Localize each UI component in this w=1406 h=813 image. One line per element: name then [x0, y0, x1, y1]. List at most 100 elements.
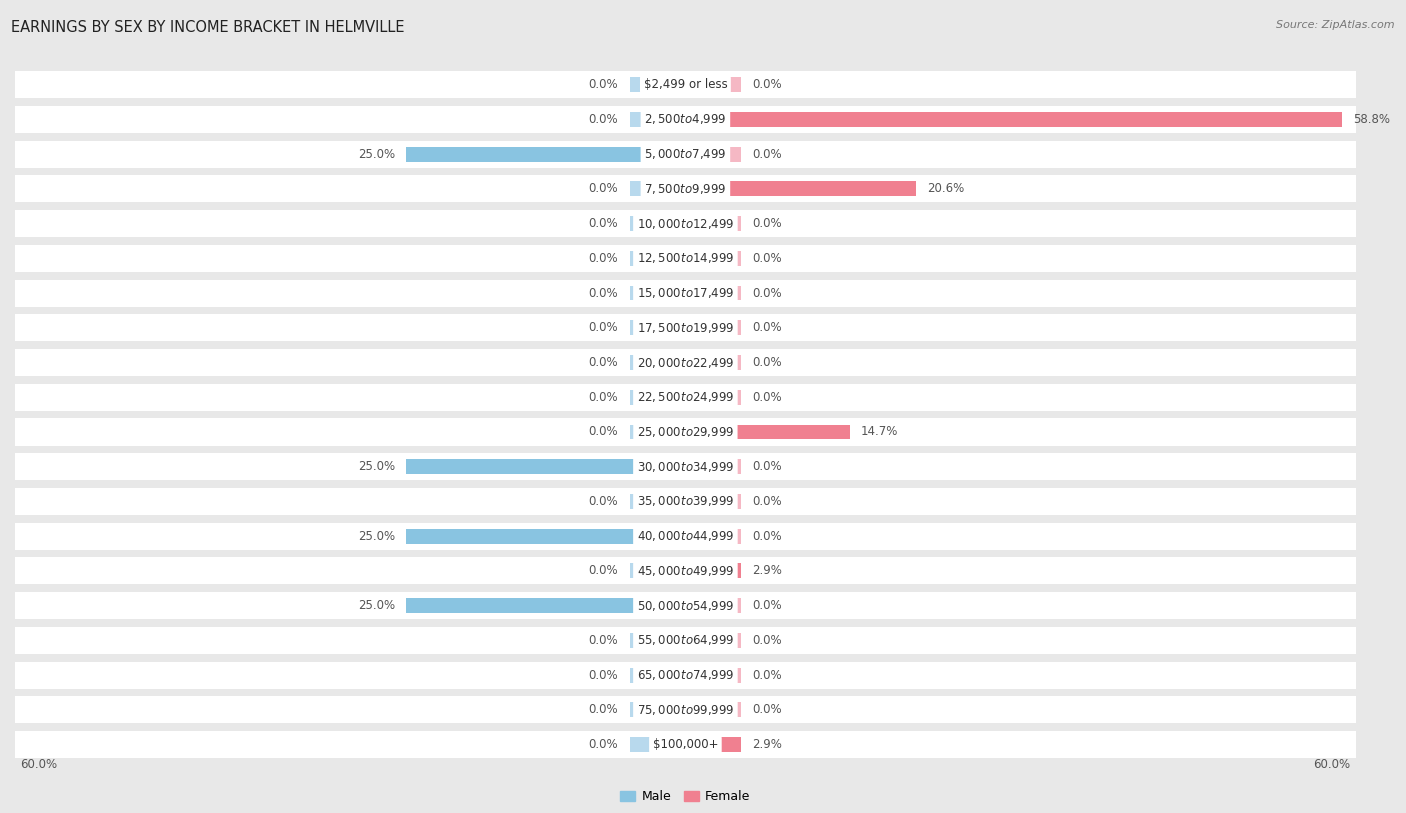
Text: $25,000 to $29,999: $25,000 to $29,999 — [637, 425, 734, 439]
Text: $2,500 to $4,999: $2,500 to $4,999 — [644, 112, 727, 126]
Bar — [15, 245, 1355, 272]
Bar — [15, 419, 1355, 446]
Text: Source: ZipAtlas.com: Source: ZipAtlas.com — [1277, 20, 1395, 30]
Bar — [630, 389, 685, 405]
Bar — [630, 633, 685, 648]
Text: 25.0%: 25.0% — [357, 599, 395, 612]
Text: 0.0%: 0.0% — [752, 217, 782, 230]
Text: 0.0%: 0.0% — [752, 356, 782, 369]
Text: 2.9%: 2.9% — [752, 564, 782, 577]
Bar — [685, 528, 741, 544]
Text: 2.9%: 2.9% — [752, 738, 782, 751]
Text: 0.0%: 0.0% — [589, 425, 619, 438]
Text: $35,000 to $39,999: $35,000 to $39,999 — [637, 494, 734, 508]
Bar — [630, 216, 685, 231]
Text: $75,000 to $99,999: $75,000 to $99,999 — [637, 703, 734, 717]
Text: 0.0%: 0.0% — [589, 668, 619, 681]
Text: $12,500 to $14,999: $12,500 to $14,999 — [637, 251, 734, 265]
Text: EARNINGS BY SEX BY INCOME BRACKET IN HELMVILLE: EARNINGS BY SEX BY INCOME BRACKET IN HEL… — [11, 20, 405, 35]
Bar — [685, 251, 741, 266]
Bar — [685, 285, 741, 301]
Bar — [685, 737, 741, 752]
Bar — [15, 71, 1355, 98]
Bar — [406, 459, 685, 474]
Text: $5,000 to $7,499: $5,000 to $7,499 — [644, 147, 727, 161]
Bar — [685, 494, 741, 509]
Bar — [630, 424, 685, 440]
Bar — [406, 598, 685, 613]
Text: 25.0%: 25.0% — [357, 148, 395, 161]
Text: 0.0%: 0.0% — [752, 460, 782, 473]
Bar — [15, 453, 1355, 480]
Text: $10,000 to $12,499: $10,000 to $12,499 — [637, 216, 734, 231]
Bar — [630, 181, 685, 196]
Bar — [685, 320, 741, 335]
Bar — [15, 210, 1355, 237]
Bar — [685, 146, 741, 162]
Text: $15,000 to $17,499: $15,000 to $17,499 — [637, 286, 734, 300]
Bar — [685, 112, 1343, 127]
Text: 0.0%: 0.0% — [752, 78, 782, 91]
Text: 0.0%: 0.0% — [589, 321, 619, 334]
Text: 0.0%: 0.0% — [589, 738, 619, 751]
Bar — [630, 667, 685, 683]
Text: 0.0%: 0.0% — [589, 391, 619, 404]
Bar — [685, 424, 849, 440]
Text: 14.7%: 14.7% — [860, 425, 898, 438]
Text: 0.0%: 0.0% — [589, 564, 619, 577]
Bar — [406, 146, 685, 162]
Bar — [685, 389, 741, 405]
Legend: Male, Female: Male, Female — [616, 785, 755, 808]
Bar — [685, 598, 741, 613]
Bar — [15, 349, 1355, 376]
Bar — [630, 355, 685, 370]
Text: 0.0%: 0.0% — [589, 495, 619, 508]
Bar — [630, 737, 685, 752]
Text: $7,500 to $9,999: $7,500 to $9,999 — [644, 182, 727, 196]
Bar — [685, 667, 741, 683]
Bar — [15, 106, 1355, 133]
Bar — [15, 280, 1355, 307]
Text: 0.0%: 0.0% — [752, 252, 782, 265]
Text: 0.0%: 0.0% — [752, 148, 782, 161]
Bar — [15, 592, 1355, 620]
Text: 25.0%: 25.0% — [357, 530, 395, 543]
Bar — [630, 702, 685, 717]
Bar — [685, 216, 741, 231]
Text: 0.0%: 0.0% — [752, 321, 782, 334]
Bar — [15, 662, 1355, 689]
Text: 0.0%: 0.0% — [589, 286, 619, 299]
Bar — [685, 355, 741, 370]
Text: 0.0%: 0.0% — [752, 668, 782, 681]
Bar — [15, 488, 1355, 515]
Text: 0.0%: 0.0% — [752, 391, 782, 404]
Text: $30,000 to $34,999: $30,000 to $34,999 — [637, 459, 734, 474]
Bar — [406, 528, 685, 544]
Bar — [15, 384, 1355, 411]
Bar — [15, 315, 1355, 341]
Bar — [15, 731, 1355, 759]
Text: $55,000 to $64,999: $55,000 to $64,999 — [637, 633, 734, 647]
Text: 0.0%: 0.0% — [752, 495, 782, 508]
Bar — [15, 523, 1355, 550]
Bar — [15, 558, 1355, 585]
Bar — [630, 251, 685, 266]
Text: 58.8%: 58.8% — [1354, 113, 1391, 126]
Text: 0.0%: 0.0% — [752, 634, 782, 647]
Text: $45,000 to $49,999: $45,000 to $49,999 — [637, 564, 734, 578]
Text: 0.0%: 0.0% — [752, 286, 782, 299]
Bar — [685, 459, 741, 474]
Bar — [685, 181, 915, 196]
Text: $40,000 to $44,999: $40,000 to $44,999 — [637, 529, 734, 543]
Bar — [685, 702, 741, 717]
Text: 0.0%: 0.0% — [589, 703, 619, 716]
Text: 0.0%: 0.0% — [589, 634, 619, 647]
Text: 0.0%: 0.0% — [752, 599, 782, 612]
Bar — [685, 563, 741, 578]
Text: 60.0%: 60.0% — [1313, 759, 1350, 772]
Bar — [15, 176, 1355, 202]
Text: $17,500 to $19,999: $17,500 to $19,999 — [637, 321, 734, 335]
Text: $65,000 to $74,999: $65,000 to $74,999 — [637, 668, 734, 682]
Text: 0.0%: 0.0% — [589, 113, 619, 126]
Text: $20,000 to $22,499: $20,000 to $22,499 — [637, 355, 734, 370]
